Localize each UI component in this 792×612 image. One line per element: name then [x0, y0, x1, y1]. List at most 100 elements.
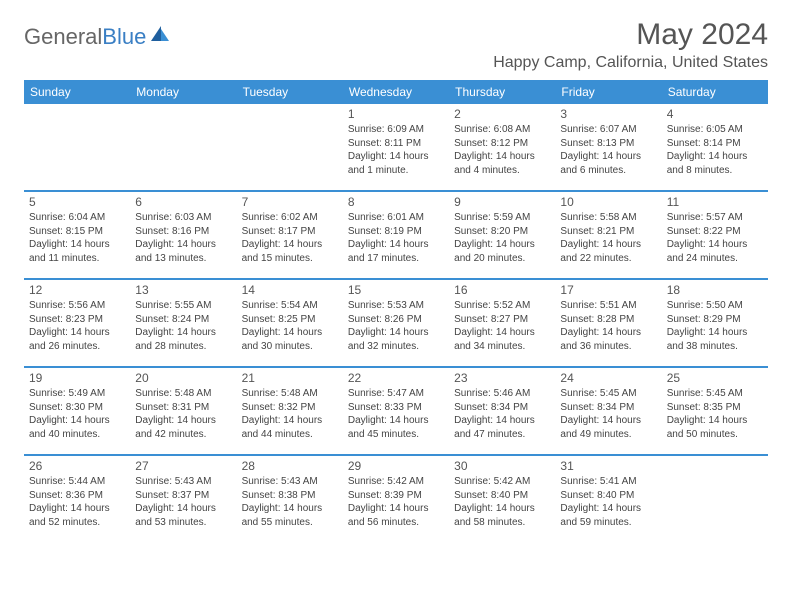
day-number: 27: [135, 459, 231, 473]
info-line: Sunrise: 5:43 AM: [242, 475, 338, 489]
calendar: SundayMondayTuesdayWednesdayThursdayFrid…: [24, 80, 768, 542]
day-number: 4: [667, 107, 763, 121]
day-info: Sunrise: 5:58 AMSunset: 8:21 PMDaylight:…: [560, 211, 656, 265]
day-cell: 6Sunrise: 6:03 AMSunset: 8:16 PMDaylight…: [130, 192, 236, 278]
info-line: and 44 minutes.: [242, 428, 338, 442]
info-line: Sunrise: 5:42 AM: [454, 475, 550, 489]
day-info: Sunrise: 5:46 AMSunset: 8:34 PMDaylight:…: [454, 387, 550, 441]
day-info: Sunrise: 6:07 AMSunset: 8:13 PMDaylight:…: [560, 123, 656, 177]
day-cell: 12Sunrise: 5:56 AMSunset: 8:23 PMDayligh…: [24, 280, 130, 366]
day-cell: [237, 104, 343, 190]
info-line: Sunset: 8:32 PM: [242, 401, 338, 415]
info-line: and 11 minutes.: [29, 252, 125, 266]
info-line: and 52 minutes.: [29, 516, 125, 530]
day-cell: 27Sunrise: 5:43 AMSunset: 8:37 PMDayligh…: [130, 456, 236, 542]
day-info: Sunrise: 6:08 AMSunset: 8:12 PMDaylight:…: [454, 123, 550, 177]
day-number: 24: [560, 371, 656, 385]
info-line: Sunset: 8:25 PM: [242, 313, 338, 327]
info-line: Sunrise: 5:55 AM: [135, 299, 231, 313]
info-line: and 58 minutes.: [454, 516, 550, 530]
weekday-label: Friday: [555, 80, 661, 104]
day-number: 31: [560, 459, 656, 473]
info-line: Daylight: 14 hours: [135, 326, 231, 340]
day-info: Sunrise: 6:09 AMSunset: 8:11 PMDaylight:…: [348, 123, 444, 177]
info-line: Sunrise: 6:02 AM: [242, 211, 338, 225]
header: GeneralBlue May 2024 Happy Camp, Califor…: [24, 18, 768, 72]
day-number: 29: [348, 459, 444, 473]
day-cell: 31 Sunrise: 5:41 AMSunset: 8:40 PMDayligh…: [555, 456, 661, 542]
day-number: 17: [560, 283, 656, 297]
info-line: Daylight: 14 hours: [454, 502, 550, 516]
day-info: Sunrise: 6:01 AMSunset: 8:19 PMDaylight:…: [348, 211, 444, 265]
day-number: 1: [348, 107, 444, 121]
day-cell: 2Sunrise: 6:08 AMSunset: 8:12 PMDaylight…: [449, 104, 555, 190]
info-line: Sunset: 8:34 PM: [454, 401, 550, 415]
day-number: 13: [135, 283, 231, 297]
info-line: and 1 minute.: [348, 164, 444, 178]
week-row: 5 Sunrise: 6:04 AMSunset: 8:15 PM Daylight…: [24, 190, 768, 278]
info-line: and 15 minutes.: [242, 252, 338, 266]
day-cell: 16Sunrise: 5:52 AMSunset: 8:27 PMDayligh…: [449, 280, 555, 366]
info-line: Sunrise: 5:41 AM: [560, 475, 656, 489]
info-line: Daylight: 14 hours: [135, 414, 231, 428]
day-cell: [24, 104, 130, 190]
day-number: 5: [29, 195, 125, 209]
day-info: Sunrise: 5:41 AMSunset: 8:40 PMDaylight:…: [560, 475, 656, 529]
info-line: Daylight: 14 hours: [560, 414, 656, 428]
info-line: Sunset: 8:26 PM: [348, 313, 444, 327]
info-line: Daylight: 14 hours: [135, 238, 231, 252]
day-info: Sunrise: 5:48 AMSunset: 8:32 PMDaylight:…: [242, 387, 338, 441]
info-line: Sunrise: 6:08 AM: [454, 123, 550, 137]
day-info: Sunrise: 5:45 AMSunset: 8:34 PMDaylight:…: [560, 387, 656, 441]
day-number: 3: [560, 107, 656, 121]
info-line: Sunset: 8:15 PM: [29, 225, 125, 239]
sail-icon: [149, 24, 171, 50]
info-line: Sunrise: 5:54 AM: [242, 299, 338, 313]
day-number: 30: [454, 459, 550, 473]
info-line: and 20 minutes.: [454, 252, 550, 266]
info-line: Sunset: 8:28 PM: [560, 313, 656, 327]
logo-word-1: General: [24, 24, 102, 50]
day-number: 26: [29, 459, 125, 473]
info-line: Sunrise: 5:44 AM: [29, 475, 125, 489]
info-line: Daylight: 14 hours: [242, 326, 338, 340]
info-line: Daylight: 14 hours: [667, 326, 763, 340]
day-info: Sunrise: 5:51 AMSunset: 8:28 PMDaylight:…: [560, 299, 656, 353]
day-info: Sunrise: 5:42 AMSunset: 8:40 PMDaylight:…: [454, 475, 550, 529]
info-line: Daylight: 14 hours: [242, 238, 338, 252]
info-line: Sunset: 8:34 PM: [560, 401, 656, 415]
info-line: and 53 minutes.: [135, 516, 231, 530]
info-line: Sunrise: 5:49 AM: [29, 387, 125, 401]
info-line: Daylight: 14 hours: [242, 502, 338, 516]
day-info: Sunrise: 6:03 AMSunset: 8:16 PMDaylight:…: [135, 211, 231, 265]
info-line: Sunrise: 6:03 AM: [135, 211, 231, 225]
info-line: Sunrise: 5:45 AM: [560, 387, 656, 401]
info-line: Sunrise: 6:01 AM: [348, 211, 444, 225]
info-line: and 17 minutes.: [348, 252, 444, 266]
day-cell: 26Sunrise: 5:44 AMSunset: 8:36 PMDayligh…: [24, 456, 130, 542]
info-line: Sunset: 8:11 PM: [348, 137, 444, 151]
day-cell: 23Sunrise: 5:46 AMSunset: 8:34 PMDayligh…: [449, 368, 555, 454]
day-cell: [130, 104, 236, 190]
info-line: Daylight: 14 hours: [29, 502, 125, 516]
info-line: and 22 minutes.: [560, 252, 656, 266]
weekday-header: SundayMondayTuesdayWednesdayThursdayFrid…: [24, 80, 768, 104]
info-line: Daylight: 14 hours: [348, 326, 444, 340]
day-number: 15: [348, 283, 444, 297]
info-line: Daylight: 14 hours: [560, 238, 656, 252]
info-line: and 26 minutes.: [29, 340, 125, 354]
day-cell: 11Sunrise: 5:57 AMSunset: 8:22 PMDayligh…: [662, 192, 768, 278]
info-line: and 59 minutes.: [560, 516, 656, 530]
info-line: and 4 minutes.: [454, 164, 550, 178]
info-line: Sunset: 8:35 PM: [667, 401, 763, 415]
info-line: and 6 minutes.: [560, 164, 656, 178]
day-cell: 9Sunrise: 5:59 AMSunset: 8:20 PMDaylight…: [449, 192, 555, 278]
info-line: Sunrise: 6:04 AM: [29, 211, 125, 225]
info-line: Sunrise: 5:59 AM: [454, 211, 550, 225]
info-line: Sunset: 8:14 PM: [667, 137, 763, 151]
day-info: Sunrise: 5:53 AMSunset: 8:26 PMDaylight:…: [348, 299, 444, 353]
day-cell: 15 Sunrise: 5:53 AMSunset: 8:26 PMDayligh…: [343, 280, 449, 366]
day-info: Sunrise: 5:47 AMSunset: 8:33 PMDaylight:…: [348, 387, 444, 441]
info-line: and 56 minutes.: [348, 516, 444, 530]
info-line: Sunrise: 5:57 AM: [667, 211, 763, 225]
